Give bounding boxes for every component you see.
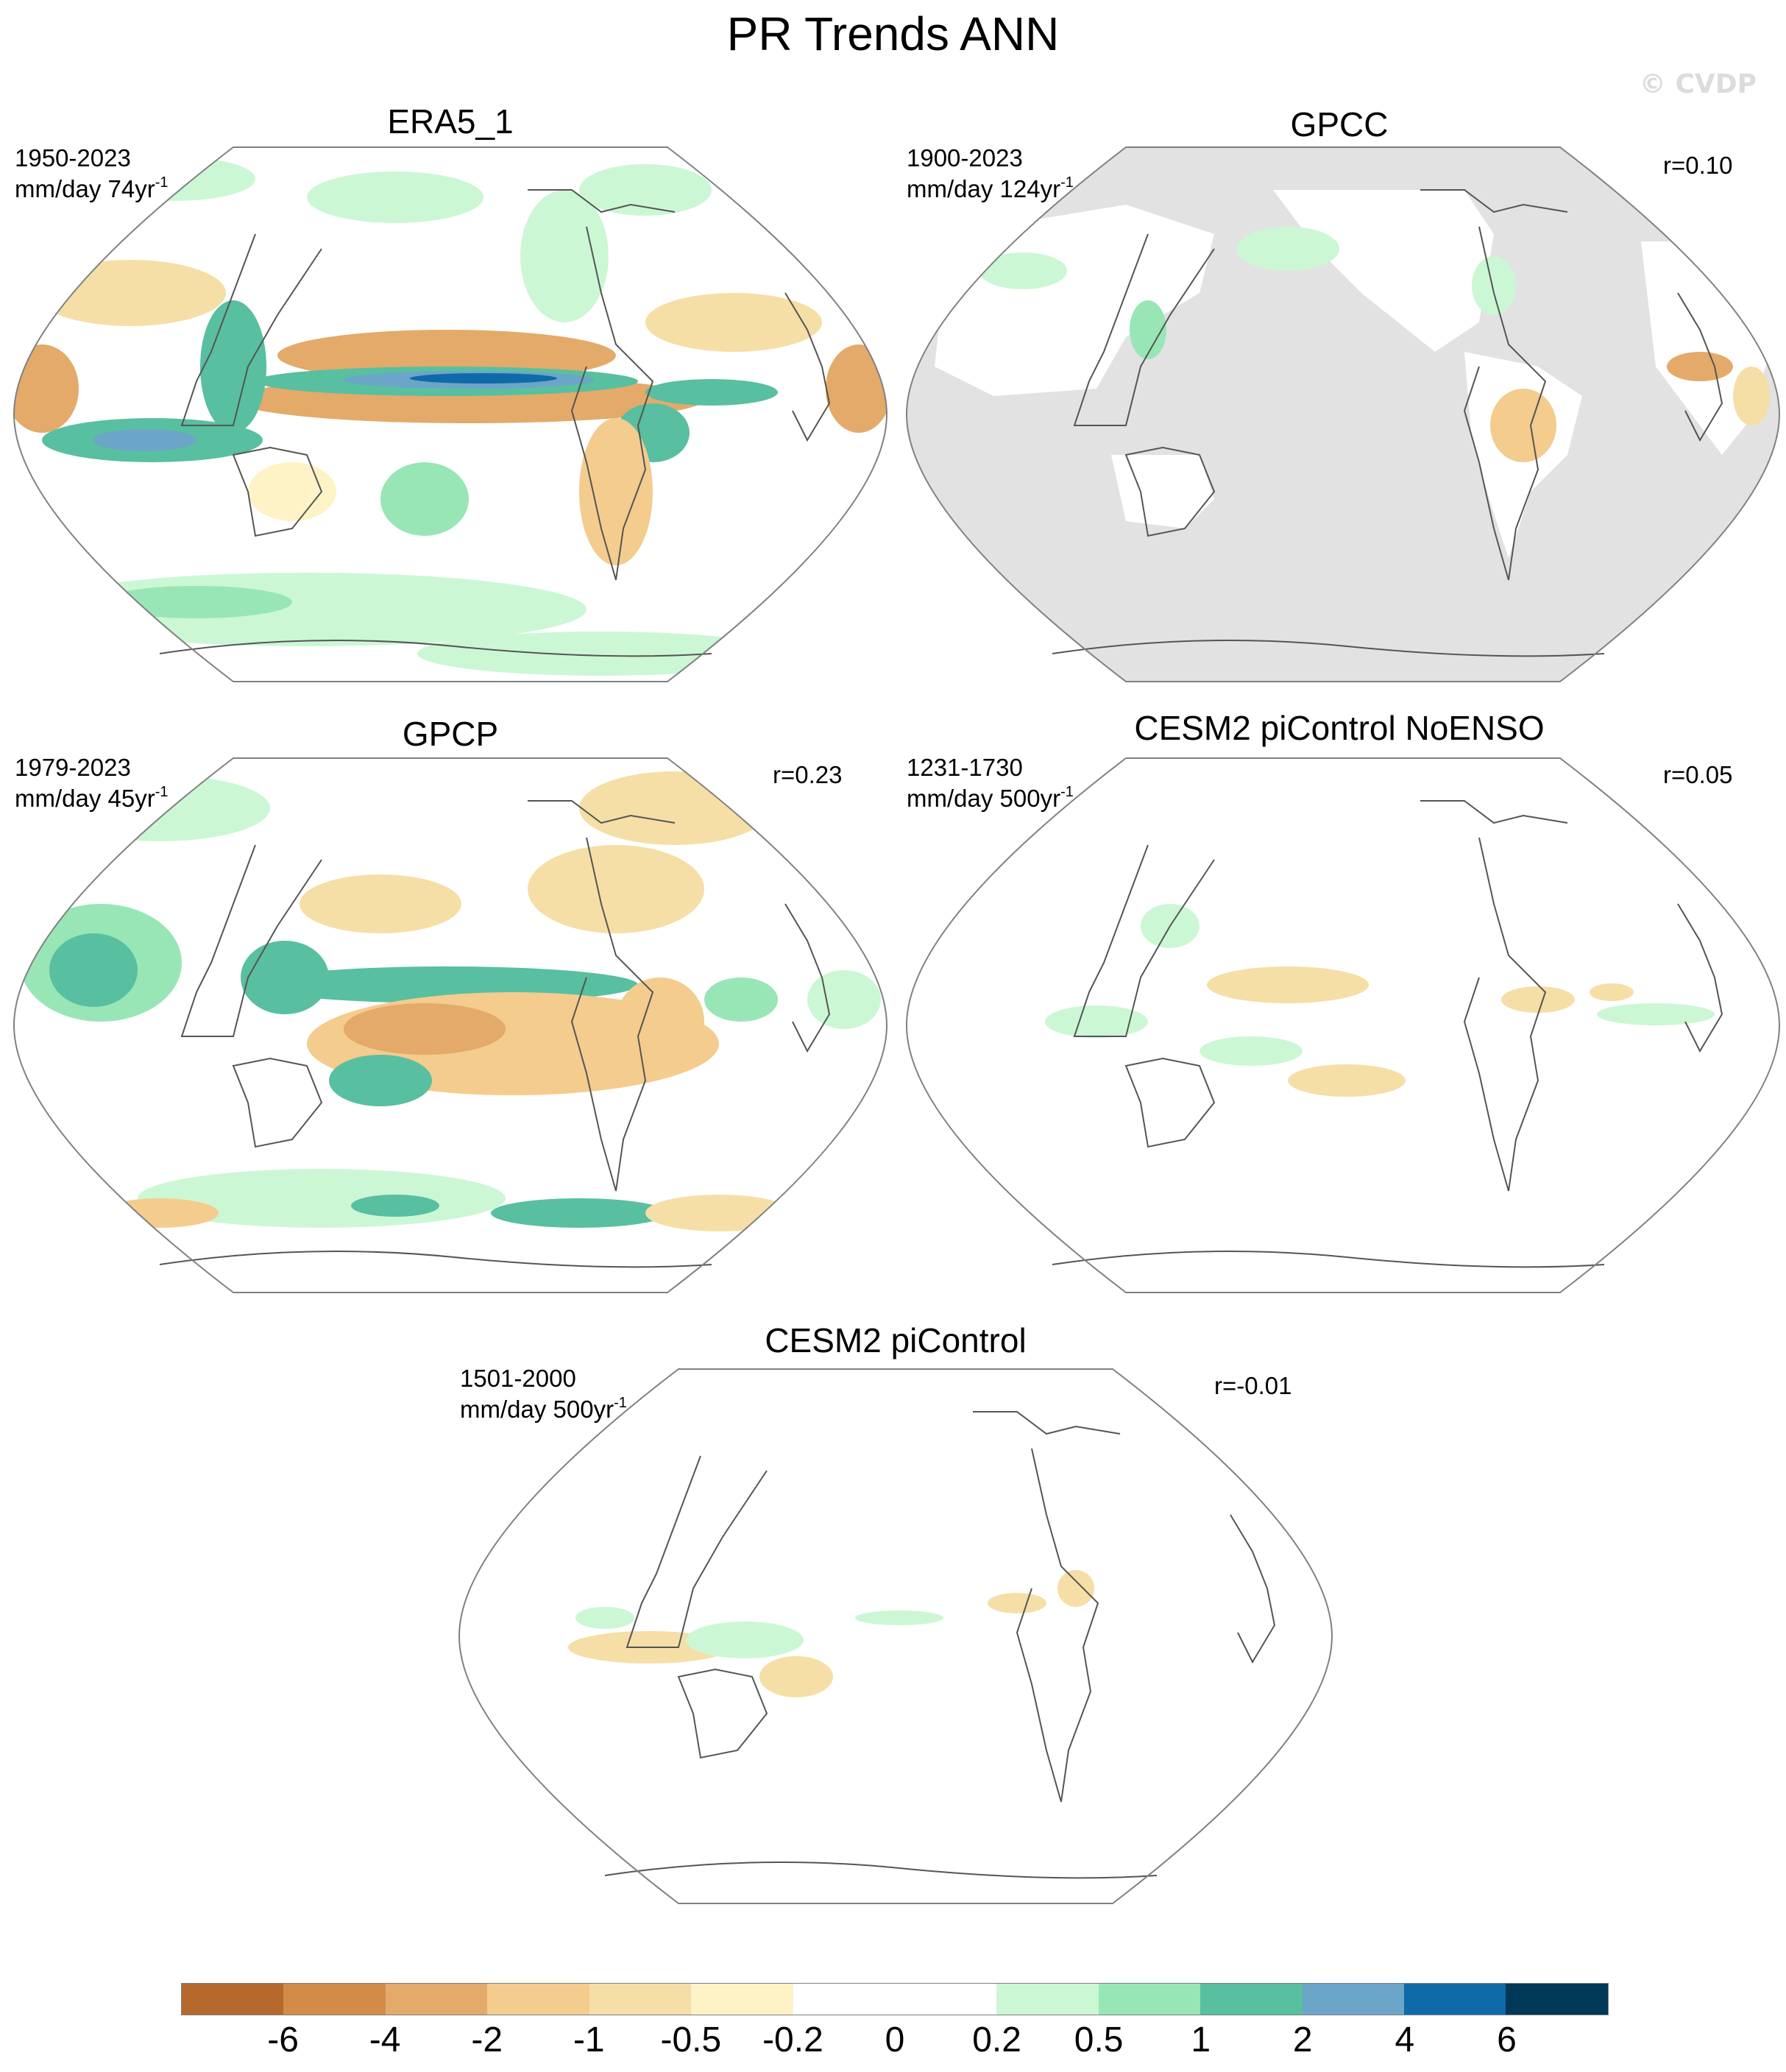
watermark: © CVDP [1639,69,1757,99]
colorbar-swatch [1200,1984,1303,2015]
panel-title: GPCP [402,715,499,753]
map-cesm2 [458,1368,1333,1904]
colorbar [181,1983,1609,2015]
colorbar-swatch [691,1984,793,2015]
colorbar-swatch [1404,1984,1506,2015]
colorbar-swatch [894,1984,997,2015]
colorbar-tick-label: -2 [471,2020,503,2059]
panel-title: GPCC [1290,105,1389,144]
panel-correlation: r=-0.01 [1214,1372,1292,1399]
colorbar-swatch [487,1984,589,2015]
panel-title: ERA5_1 [387,102,514,141]
colorbar-tick-label: 0.5 [1074,2020,1124,2059]
panel-units: mm/day 500yr-1 [907,784,1074,812]
colorbar-tick-label: -0.5 [660,2020,722,2059]
panel-years: 1979-2023 [15,754,131,781]
colorbar-tick-label: 2 [1292,2020,1313,2059]
colorbar-swatch [793,1984,895,2015]
colorbar-swatch [1302,1984,1405,2015]
panel-years: 1501-2000 [460,1365,576,1392]
colorbar-swatch [385,1984,488,2015]
colorbar-swatch [182,1984,284,2015]
colorbar-tick-label: -0.2 [762,2020,823,2059]
map-gpcp [13,757,888,1293]
panel-units: mm/day 74yr-1 [15,174,169,202]
colorbar-swatch [589,1984,692,2015]
panel-correlation: r=0.10 [1663,152,1733,179]
map-era5 [13,146,888,682]
panel-title: CESM2 piControl NoENSO [1134,709,1545,747]
colorbar-swatch [996,1984,1099,2015]
colorbar-tick-label: -1 [573,2020,605,2059]
colorbar-tick-label: -6 [267,2020,299,2059]
map-cesm2-noenso [905,757,1781,1293]
colorbar-tick-label: 0.2 [972,2020,1021,2059]
colorbar-tick-label: 6 [1497,2020,1517,2059]
panel-units: mm/day 124yr-1 [907,174,1074,202]
panel-title: CESM2 piControl [765,1321,1027,1359]
panel-years: 1900-2023 [907,144,1023,172]
map-gpcc [905,146,1781,682]
colorbar-tick-label: 4 [1395,2020,1415,2059]
colorbar-tick-label: 0 [885,2020,905,2059]
colorbar-swatch [283,1984,386,2015]
panel-correlation: r=0.23 [773,761,843,788]
colorbar-tick-label: -4 [369,2020,401,2059]
figure-title: PR Trends ANN [726,7,1060,60]
panel-units: mm/day 45yr-1 [15,784,169,812]
panel-units: mm/day 500yr-1 [460,1395,627,1423]
colorbar-tick-label: 1 [1191,2020,1211,2059]
colorbar-swatch [1506,1984,1608,2015]
panel-years: 1231-1730 [907,754,1023,781]
panel-years: 1950-2023 [15,144,131,172]
colorbar-swatch [1098,1984,1201,2015]
panel-correlation: r=0.05 [1663,761,1733,788]
